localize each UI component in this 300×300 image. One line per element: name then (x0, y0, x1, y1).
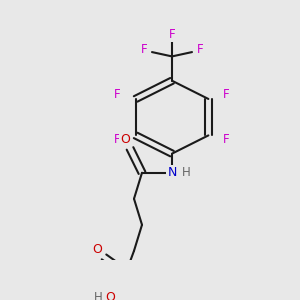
Text: H: H (182, 166, 190, 179)
Text: F: F (114, 133, 121, 146)
Text: F: F (223, 133, 230, 146)
Text: F: F (197, 43, 203, 56)
Text: O: O (92, 243, 102, 256)
Text: H: H (94, 291, 102, 300)
Text: N: N (167, 166, 177, 179)
Text: F: F (223, 88, 230, 101)
Text: F: F (141, 43, 147, 56)
Text: F: F (169, 28, 175, 41)
Text: O: O (120, 133, 130, 146)
Text: O: O (105, 291, 115, 300)
Text: F: F (114, 88, 121, 101)
